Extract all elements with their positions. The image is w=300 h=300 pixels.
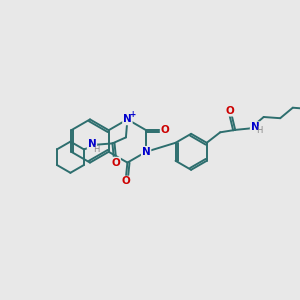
Text: N: N — [142, 147, 151, 157]
Text: O: O — [122, 176, 130, 187]
Text: H: H — [94, 146, 100, 154]
Text: H: H — [256, 126, 263, 135]
Text: N: N — [250, 122, 260, 132]
Text: O: O — [111, 158, 120, 168]
Text: +: + — [129, 110, 136, 119]
Text: O: O — [160, 125, 169, 135]
Text: N: N — [123, 114, 132, 124]
Text: N: N — [88, 139, 96, 149]
Text: O: O — [226, 106, 235, 116]
